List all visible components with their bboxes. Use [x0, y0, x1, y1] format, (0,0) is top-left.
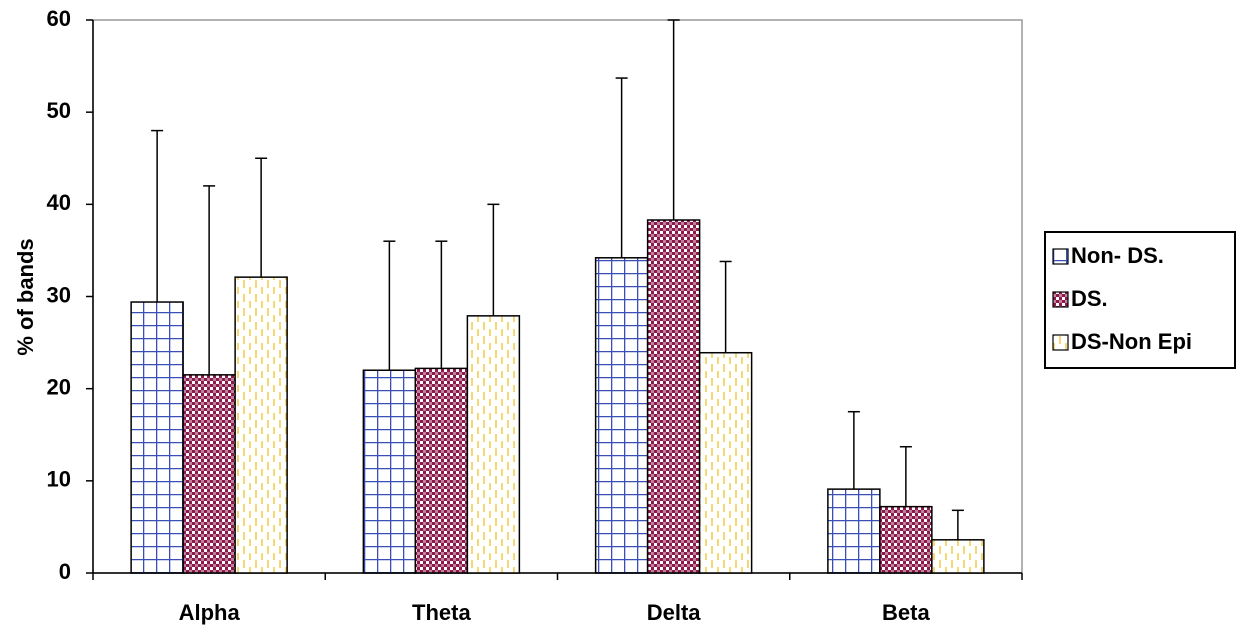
legend-label: DS. — [1071, 286, 1108, 311]
x-tick-label: Beta — [882, 600, 930, 625]
bar — [827, 488, 881, 574]
y-tick-label: 0 — [59, 559, 71, 584]
y-tick-label: 30 — [47, 282, 71, 307]
y-axis-label: % of bands — [13, 238, 38, 355]
bar — [362, 369, 417, 574]
bar — [698, 351, 753, 574]
x-tick-label: Delta — [647, 600, 702, 625]
legend-label: Non- DS. — [1071, 243, 1164, 268]
legend-box — [1044, 231, 1236, 369]
bar — [646, 219, 701, 574]
legend-label: DS-Non Epi — [1071, 329, 1192, 354]
y-tick-label: 10 — [47, 467, 71, 492]
legend-swatch — [1052, 291, 1069, 308]
y-tick-label: 60 — [47, 6, 71, 31]
bar — [466, 315, 521, 574]
bar — [234, 276, 288, 574]
x-tick-label: Theta — [412, 600, 471, 625]
bar — [414, 367, 469, 574]
bar — [130, 301, 184, 574]
bar — [594, 257, 649, 574]
y-tick-label: 40 — [47, 190, 71, 215]
legend-swatch — [1052, 248, 1069, 265]
y-tick-label: 20 — [47, 374, 71, 399]
x-tick-label: Alpha — [179, 600, 241, 625]
y-tick-label: 50 — [47, 98, 71, 123]
bar — [931, 539, 985, 574]
bar — [182, 374, 236, 574]
bar — [879, 505, 933, 574]
legend-swatch — [1052, 334, 1069, 351]
